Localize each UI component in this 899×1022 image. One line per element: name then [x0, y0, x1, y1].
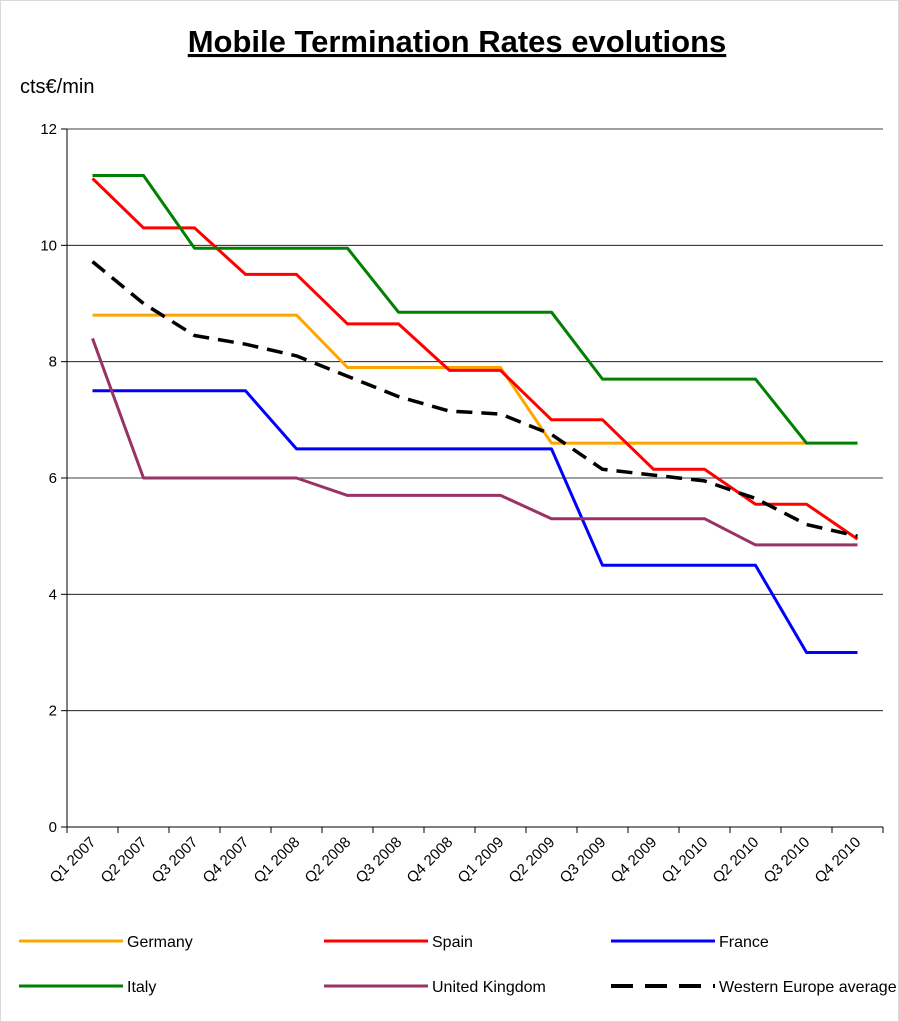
legend-entry: Western Europe average [611, 979, 897, 996]
x-tick-label: Q4 2009 [608, 834, 661, 887]
legend-entry: United Kingdom [324, 979, 546, 996]
legend-entry: Spain [324, 934, 473, 951]
y-tick-labels: 0 2 4 6 8 10 12 [40, 121, 57, 836]
y-tick-label: 0 [49, 819, 57, 836]
y-tick-label: 12 [40, 121, 57, 138]
x-tick-label: Q2 2009 [506, 834, 559, 887]
x-tick-label: Q3 2010 [761, 834, 814, 887]
x-tick-label: Q1 2010 [659, 834, 712, 887]
x-tick-label: Q4 2007 [200, 834, 253, 887]
legend-label: United Kingdom [432, 979, 546, 996]
x-tick-label: Q3 2007 [149, 834, 202, 887]
x-tick-label: Q1 2007 [47, 834, 100, 887]
legend-label: Germany [127, 934, 193, 951]
y-tick-label: 2 [49, 703, 57, 720]
legend-label: Western Europe average [719, 979, 897, 996]
x-tick-label: Q2 2007 [98, 834, 151, 887]
legend-entry: France [611, 934, 769, 951]
y-tick-label: 10 [40, 237, 57, 254]
y-tick-label: 6 [49, 470, 57, 487]
x-tick-label: Q3 2009 [557, 834, 610, 887]
legend-entry: Italy [19, 979, 156, 996]
x-tick-label: Q1 2009 [455, 834, 508, 887]
gridlines [67, 128, 883, 712]
legend-entry: Germany [19, 934, 193, 951]
series-line-spain [91, 177, 859, 541]
x-tick-label: Q4 2008 [404, 834, 457, 887]
legend: Germany Spain France Italy United Kingdom Wes… [19, 934, 897, 996]
y-tick-label: 4 [49, 586, 57, 603]
legend-label: Spain [432, 934, 473, 951]
axes [61, 128, 884, 833]
series-line-united-kingdom [91, 337, 858, 547]
x-tick-label: Q2 2010 [710, 834, 763, 887]
x-tick-label: Q1 2008 [251, 834, 304, 887]
series-line-italy [92, 174, 858, 445]
y-axis-unit-label: cts€/min [20, 76, 94, 98]
legend-label: France [719, 934, 769, 951]
series-line-germany [92, 313, 807, 445]
x-tick-label: Q4 2010 [812, 834, 865, 887]
legend-label: Italy [127, 979, 156, 996]
series-lines [91, 174, 859, 654]
chart-title: Mobile Termination Rates evolutions [188, 24, 727, 59]
x-tick-label: Q2 2008 [302, 834, 355, 887]
x-tick-label: Q3 2008 [353, 834, 406, 887]
y-tick-label: 8 [49, 354, 57, 371]
series-line-france [92, 389, 858, 654]
series-line-western-europe-average [91, 260, 858, 538]
